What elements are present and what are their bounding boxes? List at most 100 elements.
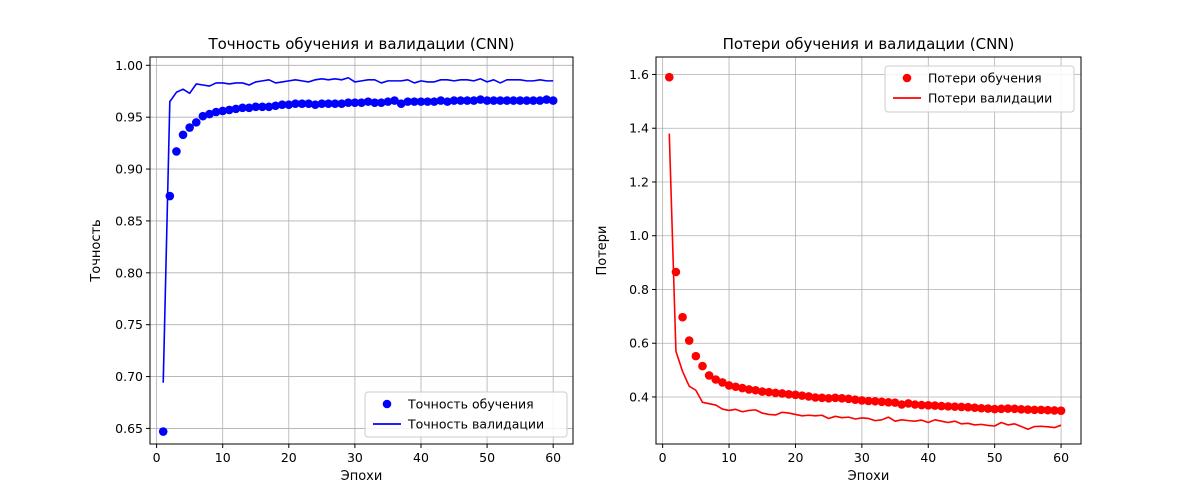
data-point (1023, 405, 1033, 414)
chart-panel-1: 0 10 20 30 40 50 60 0.65 0.70 0.75 0.80 0.85 0.90 0.9… (89, 35, 574, 484)
x-axis-label: Эпохи (848, 469, 890, 484)
data-point (291, 99, 300, 108)
data-point (698, 361, 707, 371)
data-point (937, 401, 946, 411)
x-tick-label: 30 (347, 450, 363, 465)
data-point (917, 400, 926, 410)
data-point (251, 102, 261, 112)
data-point (482, 96, 492, 105)
data-point (950, 402, 960, 411)
series-line (668, 133, 1062, 431)
x-tick-label: 50 (987, 450, 1003, 465)
data-point (330, 99, 340, 108)
data-point (804, 392, 814, 401)
plot-frame (149, 56, 574, 445)
x-tick-label: 10 (215, 450, 231, 465)
data-point (350, 98, 360, 107)
data-point (923, 401, 933, 410)
data-point (850, 395, 860, 404)
data-point (396, 99, 406, 108)
data-point (225, 105, 234, 115)
data-point (211, 107, 221, 117)
data-point (977, 403, 986, 413)
data-point (304, 99, 313, 108)
data-point (1010, 404, 1019, 414)
data-point (416, 97, 426, 106)
data-point (172, 147, 181, 156)
data-point (731, 382, 740, 392)
data-point (258, 102, 267, 112)
y-tick-label: 0.85 (115, 213, 143, 228)
data-point (205, 109, 214, 119)
y-tick-label: 1.4 (629, 121, 649, 136)
data-point (684, 336, 694, 345)
x-axis-label: Эпохи (341, 469, 383, 484)
data-point (791, 390, 800, 400)
series-line (668, 133, 1062, 431)
data-point (476, 95, 485, 104)
data-point (864, 396, 873, 406)
data-point (1036, 405, 1046, 415)
data-point (502, 96, 512, 105)
x-tick-label: 60 (1053, 450, 1069, 465)
legend-point-marker (902, 73, 912, 83)
data-point (997, 404, 1006, 414)
data-point (185, 123, 194, 132)
data-point (297, 99, 307, 108)
data-point (218, 106, 228, 116)
data-point (198, 111, 208, 121)
data-point (771, 388, 780, 398)
data-point (443, 97, 452, 106)
x-tick-label: 30 (854, 450, 870, 465)
data-point (777, 389, 787, 398)
data-point (191, 118, 201, 127)
legend-label: Потери обучения (928, 71, 1042, 86)
y-tick-label: 1.0 (629, 228, 649, 243)
data-point (884, 398, 893, 407)
data-point (231, 104, 241, 114)
data-point (930, 401, 940, 410)
x-tick-label: 20 (788, 450, 804, 465)
y-tick-label: 1.6 (629, 67, 649, 82)
legend: Потери обучения Потери валидации (884, 65, 1075, 113)
data-point (1056, 406, 1066, 415)
y-tick-label: 0.65 (115, 421, 143, 436)
series-line (162, 76, 554, 383)
legend-box (884, 65, 1075, 113)
y-tick-label: 0.90 (115, 162, 143, 177)
y-tick-label: 1.2 (629, 174, 649, 189)
chart-title: Потери обучения и валидации (CNN) (723, 35, 1015, 53)
data-point (515, 96, 525, 105)
data-point (957, 402, 966, 412)
data-point (691, 351, 701, 361)
data-point (436, 96, 446, 105)
x-tick-label: 0 (153, 450, 161, 465)
data-point (837, 394, 847, 403)
data-point (377, 98, 386, 107)
y-tick-label: 0.80 (115, 265, 143, 280)
data-point (943, 402, 953, 411)
y-axis-label: Потери (595, 225, 610, 275)
chart-panel-2: 0 10 20 30 40 50 60 0.4 0.6 0.8 1.0 1.2 1.4 1.6 Потери… (595, 35, 1082, 484)
legend-box (364, 391, 568, 438)
data-point (522, 96, 532, 105)
data-point (317, 99, 327, 108)
data-point (751, 385, 760, 395)
legend-point-marker (382, 399, 392, 409)
data-point (284, 100, 294, 110)
data-point (456, 96, 465, 105)
data-point (264, 102, 274, 112)
data-point (429, 97, 439, 106)
data-point (664, 72, 674, 82)
data-point (357, 98, 366, 107)
y-tick-label: 0.70 (115, 369, 143, 384)
data-point (857, 396, 867, 405)
data-point (542, 95, 551, 104)
data-point (548, 96, 558, 105)
data-point (403, 97, 413, 106)
data-point (324, 99, 333, 108)
data-point (423, 97, 432, 106)
data-point (495, 96, 505, 105)
data-point (509, 96, 518, 105)
